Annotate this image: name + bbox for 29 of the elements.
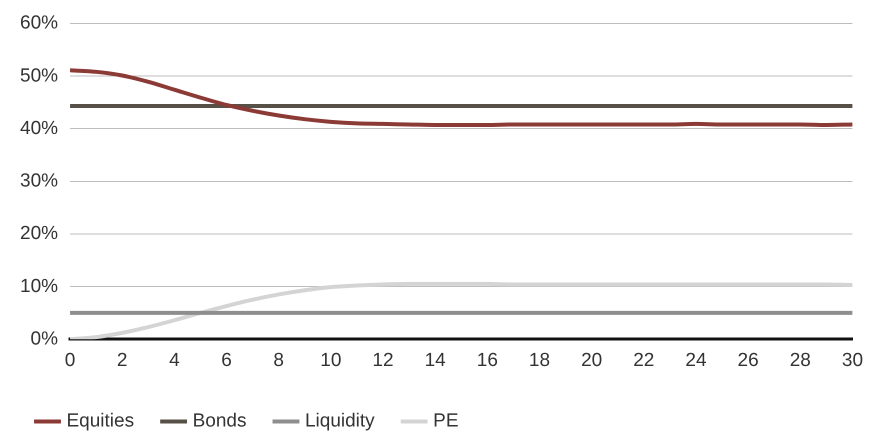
y-tick-label: 20%	[20, 223, 58, 244]
x-tick-label: 16	[476, 350, 498, 371]
legend-label: Equities	[66, 410, 134, 432]
x-tick-label: 14	[424, 350, 446, 371]
y-tick-label: 60%	[20, 12, 58, 34]
x-tick-label: 30	[842, 350, 864, 371]
x-tick-label: 18	[528, 350, 550, 371]
x-tick-label: 2	[116, 350, 128, 371]
y-tick-label: 30%	[20, 170, 58, 192]
line-series	[70, 68, 852, 127]
x-tick-label: 28	[790, 350, 811, 371]
x-tick-label: 12	[372, 350, 394, 371]
x-tick-label: 4	[169, 350, 180, 371]
legend-label: PE	[433, 410, 459, 432]
y-tick-label: 10%	[20, 276, 58, 297]
legend-label: Liquidity	[304, 410, 376, 432]
x-tick-label: 20	[581, 350, 602, 371]
y-tick-label: 50%	[20, 65, 58, 86]
y-tick-label: 40%	[20, 118, 58, 139]
legend-label: Bonds	[192, 410, 246, 432]
x-tick-label: 8	[273, 350, 284, 371]
line-series	[70, 282, 852, 340]
x-tick-label: 0	[64, 350, 76, 371]
y-tick-label: 0%	[30, 328, 58, 350]
x-tick-label: 6	[221, 350, 232, 371]
x-tick-label: 10	[320, 350, 342, 371]
x-tick-label: 24	[685, 350, 707, 371]
x-tick-label: 22	[633, 350, 654, 371]
x-tick-label: 26	[738, 350, 759, 371]
